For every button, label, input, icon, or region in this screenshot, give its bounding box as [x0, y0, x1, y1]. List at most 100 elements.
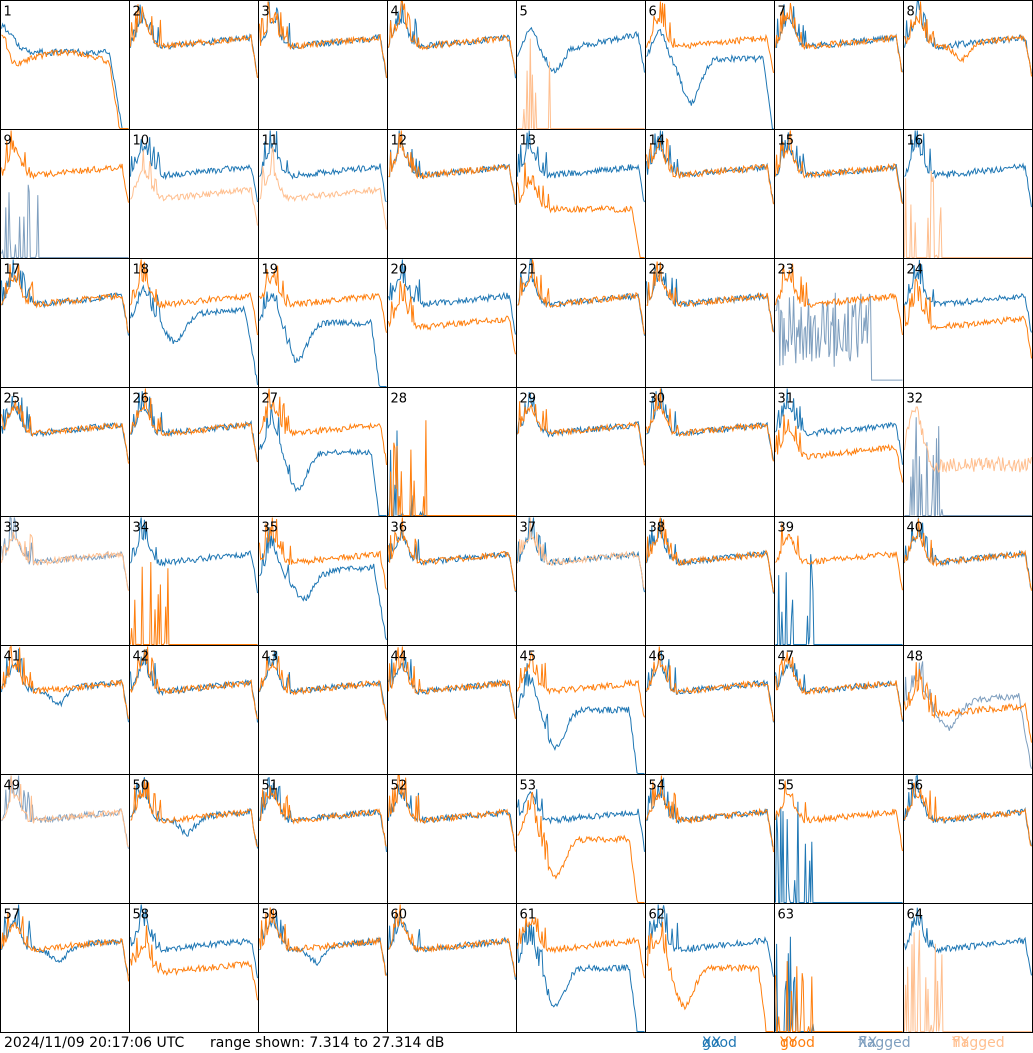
- tile-number-label: 26: [133, 392, 150, 407]
- tile-38: 38: [645, 516, 775, 646]
- series-yy-line: [259, 388, 387, 465]
- series-yy-line: [775, 651, 903, 720]
- series-yy-line: [130, 779, 258, 848]
- tile-1: 1: [0, 0, 130, 130]
- tile-frame: [129, 0, 259, 130]
- tile-12: 12: [387, 129, 517, 259]
- legend-good-yy-pol: YY: [780, 1035, 798, 1051]
- series-yy-line: [517, 162, 645, 258]
- tile-number-label: 50: [133, 779, 150, 794]
- tile-53: 53: [516, 774, 646, 904]
- tile-17: 17: [0, 258, 130, 388]
- tile-number-label: 9: [4, 134, 12, 149]
- series-xx-line: [130, 517, 258, 594]
- footer-bar: 2024/11/09 20:17:06 UTC range shown: 7.3…: [0, 1033, 1033, 1053]
- tile-number-label: 21: [520, 263, 537, 278]
- series-yy-line: [517, 791, 645, 903]
- series-yy-line: [1, 775, 129, 848]
- series-yy-line: [517, 517, 645, 590]
- tile-number-label: 18: [133, 263, 150, 278]
- series-yy-line: [388, 420, 516, 516]
- tile-frame: [0, 0, 130, 130]
- tile-frame: [903, 903, 1033, 1033]
- series-yy-line: [1, 34, 129, 129]
- legend-good-yy-word: good: [780, 1035, 815, 1051]
- tile-20: 20: [387, 258, 517, 388]
- series-xx-line: [259, 130, 387, 203]
- tile-31: 31: [774, 387, 904, 517]
- tile-34: 34: [129, 516, 259, 646]
- series-xx-line: [517, 26, 645, 74]
- series-yy-line: [130, 561, 258, 645]
- tile-4: 4: [387, 0, 517, 130]
- tile-frame: [516, 516, 646, 646]
- tile-frame: [645, 645, 775, 775]
- tile-number-label: 63: [778, 908, 795, 923]
- series-yy-line: [259, 145, 387, 230]
- tile-frame: [774, 645, 904, 775]
- tile-50: 50: [129, 774, 259, 904]
- series-yy-line: [517, 651, 645, 718]
- series-yy-line: [259, 1, 387, 78]
- tile-frame: [774, 516, 904, 646]
- tile-57: 57: [0, 903, 130, 1033]
- series-xx-line: [646, 651, 774, 723]
- tile-number-label: 43: [262, 650, 279, 665]
- tile-number-label: 64: [907, 908, 924, 923]
- series-yy-line: [259, 265, 387, 333]
- tile-number-label: 35: [262, 521, 279, 536]
- tile-56: 56: [903, 774, 1033, 904]
- tile-frame: [903, 387, 1033, 517]
- tile-62: 62: [645, 903, 775, 1033]
- series-yy-line: [775, 523, 903, 591]
- series-xx-line: [517, 789, 645, 852]
- tile-frame: [516, 258, 646, 388]
- tile-number-label: 54: [649, 779, 666, 794]
- tile-number-label: 41: [4, 650, 21, 665]
- series-yy-line: [646, 1, 774, 73]
- tile-number-label: 23: [778, 263, 795, 278]
- tile-22: 22: [645, 258, 775, 388]
- tile-number-label: 14: [649, 134, 666, 149]
- tile-frame: [258, 516, 388, 646]
- tile-9: 9: [0, 129, 130, 259]
- tile-42: 42: [129, 645, 259, 775]
- tile-48: 48: [903, 645, 1033, 775]
- series-yy-line: [904, 662, 1032, 743]
- tile-frame: [258, 903, 388, 1033]
- tile-number-label: 2: [133, 5, 141, 20]
- tile-number-label: 7: [778, 5, 786, 20]
- series-yy-line: [904, 930, 1032, 1032]
- series-xx-line: [1, 775, 129, 849]
- series-yy-line: [1, 911, 129, 982]
- tile-number-label: 38: [649, 521, 666, 536]
- series-yy-line: [646, 921, 774, 1032]
- tile-number-label: 36: [391, 521, 408, 536]
- tile-frame: [258, 645, 388, 775]
- series-xx-line: [775, 292, 903, 381]
- tile-frame: [903, 774, 1033, 904]
- tile-number-label: 27: [262, 392, 279, 407]
- tile-frame: [645, 516, 775, 646]
- series-yy-line: [904, 1, 1032, 77]
- tile-number-label: 1: [4, 5, 12, 20]
- tile-number-label: 40: [907, 521, 924, 536]
- tile-number-label: 4: [391, 5, 399, 20]
- tile-32: 32: [903, 387, 1033, 517]
- tile-number-label: 42: [133, 650, 150, 665]
- series-yy-line: [775, 263, 903, 335]
- tile-2: 2: [129, 0, 259, 130]
- series-yy-line: [388, 130, 516, 205]
- tile-frame: [258, 129, 388, 259]
- series-yy-line: [775, 130, 903, 204]
- tile-frame: [387, 903, 517, 1033]
- series-xx-line: [775, 388, 903, 465]
- series-yy-line: [775, 414, 903, 483]
- tile-frame: [645, 129, 775, 259]
- tile-number-label: 22: [649, 263, 666, 278]
- timestamp-text: 2024/11/09 20:17:06 UTC: [4, 1035, 185, 1051]
- series-yy-line: [775, 961, 903, 1032]
- tile-number-label: 31: [778, 392, 795, 407]
- tile-23: 23: [774, 258, 904, 388]
- tile-number-label: 25: [4, 392, 21, 407]
